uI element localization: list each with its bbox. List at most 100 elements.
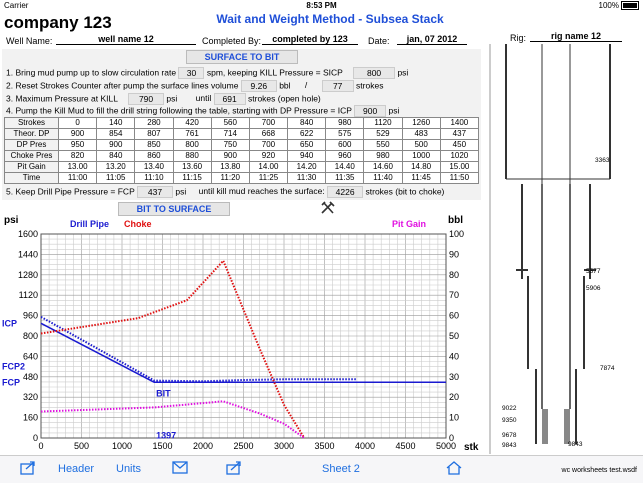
- spm-field[interactable]: 30: [178, 67, 205, 79]
- row-header: Choke Pres: [4, 150, 59, 162]
- header-icon[interactable]: [20, 461, 36, 480]
- y2-tick-label: 70: [449, 290, 459, 300]
- step-5-text: 5. Keep Drill Pipe Pressure = FCP: [6, 186, 135, 197]
- kill-chart: 0160320480640800960112012801440160001020…: [2, 215, 479, 453]
- depth-label: 9843: [568, 441, 583, 448]
- table-cell: 14.60: [363, 161, 403, 173]
- table-cell: 854: [96, 128, 136, 140]
- y-tick-label: 160: [23, 413, 38, 423]
- table-cell: 980: [363, 150, 403, 162]
- table-cell: 11:05: [96, 172, 136, 184]
- x-tick-label: 4000: [355, 441, 375, 451]
- battery-indicator: 100%: [599, 0, 639, 12]
- tools-icon-svg: [321, 201, 335, 214]
- depth-label: 9843: [502, 442, 517, 449]
- step-2-text: 2. Reset Strokes Counter after pump the …: [6, 80, 239, 91]
- sheet-button[interactable]: Sheet 2: [322, 463, 360, 475]
- export-icon[interactable]: [226, 461, 242, 480]
- battery-icon: [621, 1, 639, 11]
- depth-label: 3363: [595, 157, 610, 164]
- surface-volume-field[interactable]: 9.26: [240, 80, 277, 92]
- x-tick-label: 5000: [436, 441, 456, 451]
- table-cell: 840: [96, 150, 136, 162]
- table-cell: 11:30: [287, 172, 327, 184]
- table-cell: 900: [96, 139, 136, 151]
- table-cell: 13.80: [210, 161, 250, 173]
- table-cell: 800: [172, 139, 212, 151]
- table-cell: 714: [210, 128, 250, 140]
- table-cell: 650: [287, 139, 327, 151]
- units-button[interactable]: Units: [116, 463, 142, 475]
- step-4: 4. Pump the Kill Mud to fill the drill s…: [6, 105, 399, 117]
- table-cell: 700: [248, 117, 289, 129]
- row-header: Pit Gain: [4, 161, 59, 173]
- mail-icon[interactable]: [172, 461, 188, 479]
- completed-by-field[interactable]: completed by 123: [262, 34, 358, 45]
- sicp-field[interactable]: 800: [353, 67, 396, 79]
- y2-tick-label: 10: [449, 413, 459, 423]
- table-cell: 14.80: [401, 161, 441, 173]
- table-cell: 807: [134, 128, 174, 140]
- file-name: wc worksheets test.wsdf: [561, 467, 637, 474]
- max-kill-pressure-field[interactable]: 790: [128, 93, 165, 105]
- date-field[interactable]: jan, 07 2012: [397, 34, 467, 45]
- table-cell: 11:35: [325, 172, 365, 184]
- icp-field[interactable]: 900: [354, 105, 387, 117]
- depth-label: 7874: [600, 365, 615, 372]
- step-2-unit-bbl: bbl: [279, 80, 291, 91]
- y2-tick-label: 100: [449, 229, 464, 239]
- rig-field[interactable]: rig name 12: [530, 31, 622, 42]
- table-cell: 11:00: [57, 172, 98, 184]
- table-cell: 11:15: [172, 172, 212, 184]
- y2-tick-label: 50: [449, 331, 459, 341]
- table-row: DP Pres 950 900 850 800 750 700 650 600 550 500 450: [4, 139, 480, 151]
- y2-axis-label: bbl: [448, 215, 463, 226]
- table-cell: 13.40: [134, 161, 174, 173]
- x-tick-label: 1000: [112, 441, 132, 451]
- well-name-field[interactable]: well name 12: [56, 34, 196, 45]
- step-5-unit: psi: [175, 186, 187, 197]
- table-cell: 13.00: [57, 161, 98, 173]
- table-row: Theor. DP 900 854 807 761 714 668 622 575 529 483 4…: [4, 128, 480, 140]
- step-3-text: 3. Maximum Pressure at KILL: [6, 93, 118, 104]
- open-hole-strokes-field[interactable]: 691: [213, 93, 246, 105]
- bit-to-choke-strokes-field[interactable]: 4226: [327, 186, 364, 198]
- row-header: Theor. DP: [4, 128, 59, 140]
- mail-icon-svg: [172, 461, 188, 474]
- step-1-text: 1. Bring mud pump up to slow circulation…: [6, 67, 177, 78]
- surface-strokes-field[interactable]: 77: [321, 80, 354, 92]
- table-cell: 11:40: [363, 172, 403, 184]
- step-2-slash: /: [304, 80, 308, 91]
- y2-tick-label: 90: [449, 249, 459, 259]
- table-cell: 1260: [401, 117, 441, 129]
- status-bar: Carrier 8:53 PM 100%: [0, 0, 643, 12]
- bha-collar: [564, 409, 570, 444]
- x-tick-label: 3500: [314, 441, 334, 451]
- x-tick-label: 0: [38, 441, 43, 451]
- table-cell: 600: [325, 139, 365, 151]
- y-tick-label: 960: [23, 311, 38, 321]
- table-cell: 437: [439, 128, 480, 140]
- bha-collar: [542, 409, 548, 444]
- table-cell: 1400: [439, 117, 480, 129]
- table-cell: 14.40: [325, 161, 365, 173]
- fcp-field[interactable]: 437: [136, 186, 173, 198]
- chart-annotation: BIT: [156, 388, 171, 398]
- y2-tick-label: 80: [449, 270, 459, 280]
- y-tick-label: 0: [33, 433, 38, 443]
- step-4-unit: psi: [388, 105, 400, 116]
- tools-icon[interactable]: [320, 201, 336, 215]
- header-button[interactable]: Header: [58, 463, 95, 475]
- y-axis-label: psi: [4, 215, 19, 226]
- step-5-unit-b: strokes (bit to choke): [365, 186, 445, 197]
- step-3-unit: psi: [166, 93, 178, 104]
- table-cell: 940: [287, 150, 327, 162]
- depth-label: 5906: [586, 285, 601, 292]
- series-line: [40, 322, 446, 384]
- step-5: 5. Keep Drill Pipe Pressure = FCP 437 ps…: [6, 186, 444, 198]
- table-cell: 622: [287, 128, 327, 140]
- home-icon[interactable]: [446, 461, 462, 480]
- plot-frame: [40, 233, 447, 439]
- chart-annotation: FCP2: [2, 362, 25, 372]
- table-cell: 483: [401, 128, 441, 140]
